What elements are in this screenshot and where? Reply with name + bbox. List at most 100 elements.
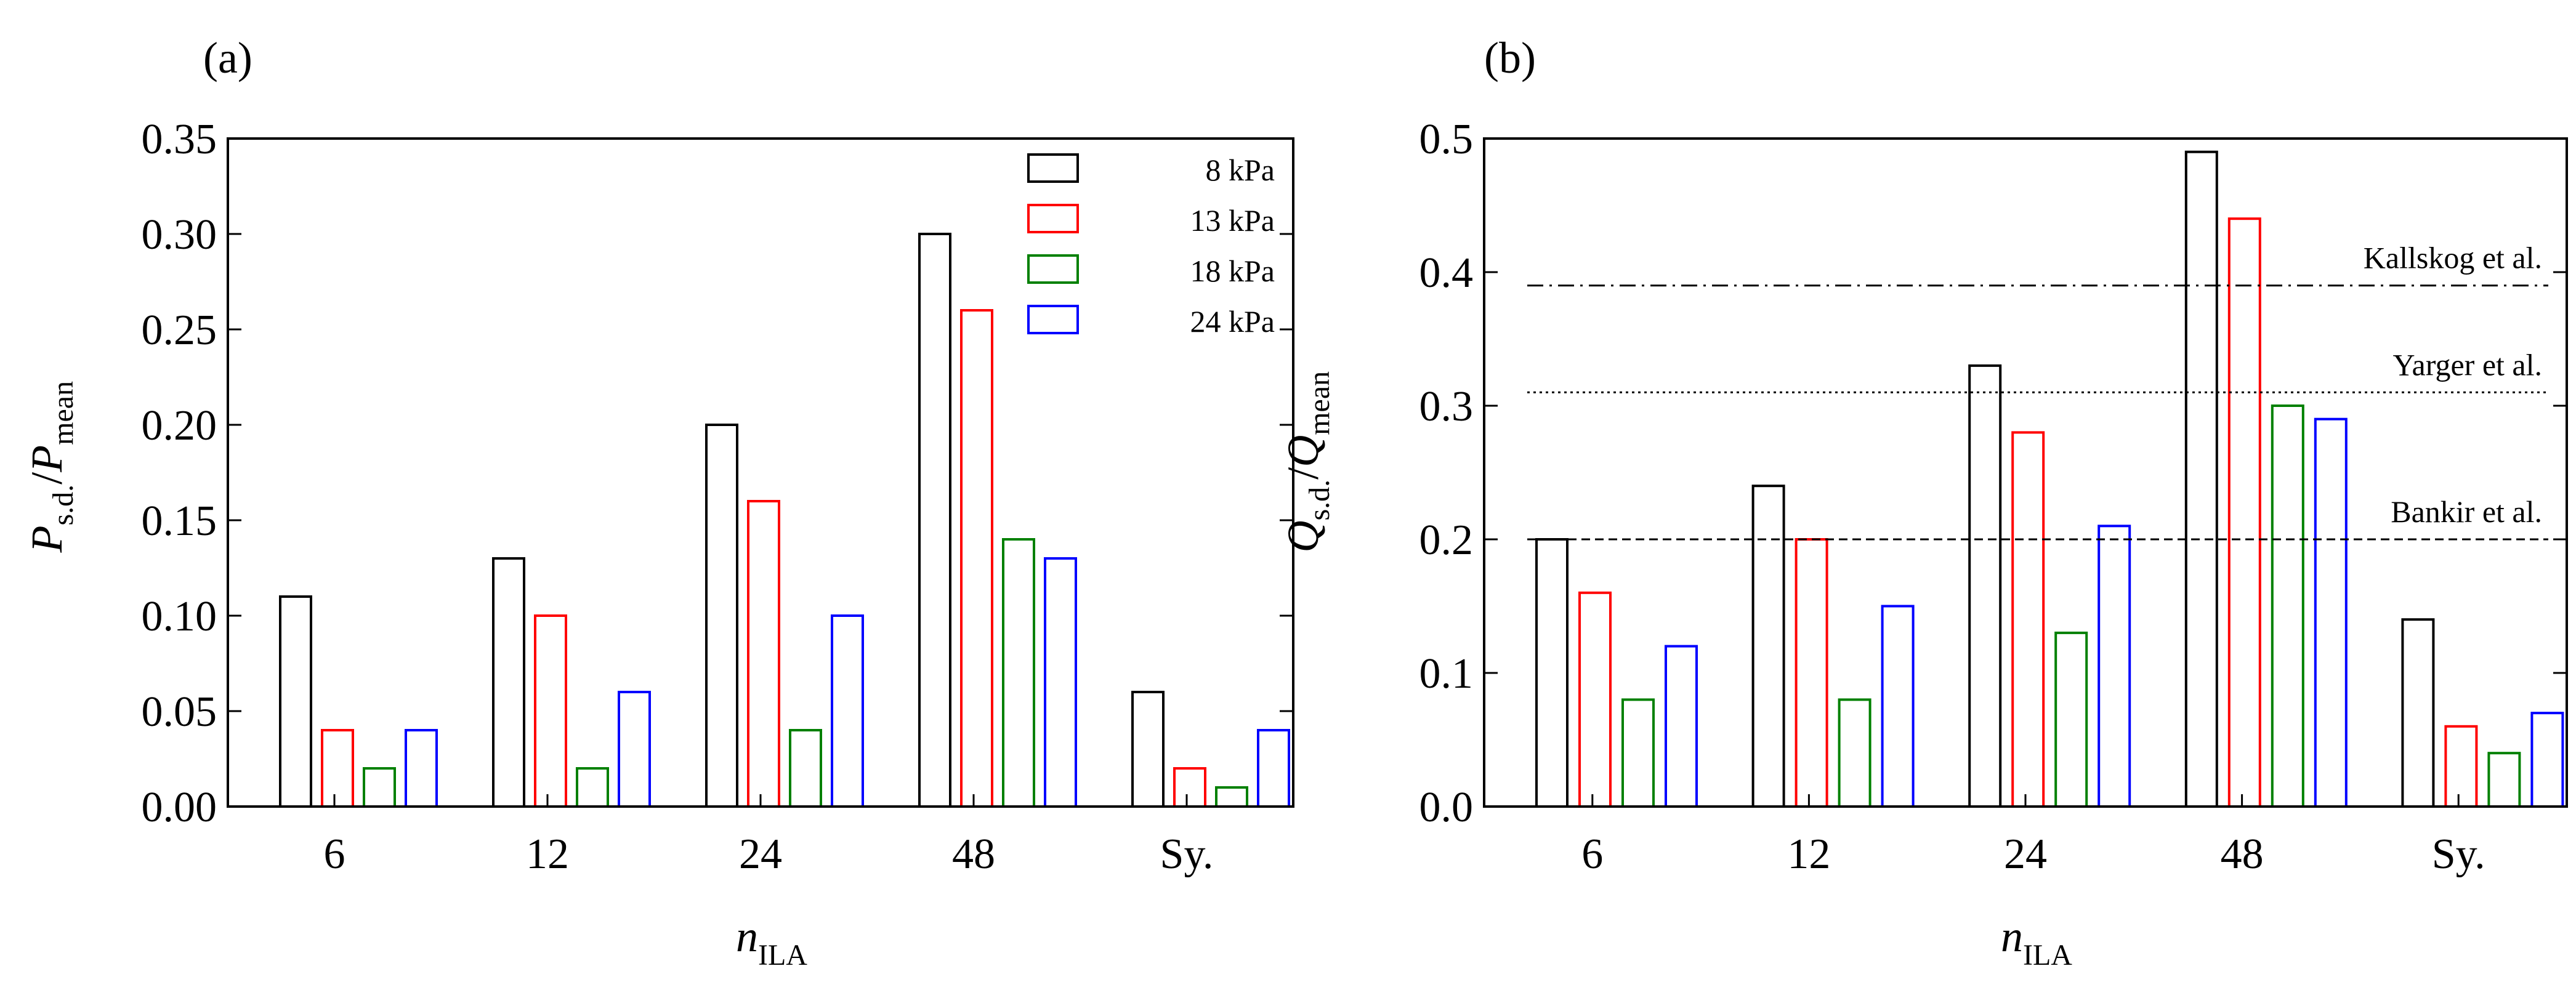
bar-18-kpa-48 bbox=[1002, 538, 1035, 808]
legend-label: 18 kPa bbox=[1190, 254, 1275, 288]
bar-24-kpa-6 bbox=[405, 729, 438, 808]
bar-18-kpa-24 bbox=[789, 729, 822, 808]
y-tick-label: 0.35 bbox=[142, 116, 217, 163]
bar-18-kpa-6 bbox=[363, 767, 396, 808]
bar-13-kpa-Sy bbox=[2444, 725, 2478, 808]
x-axis-title-sub: ILA bbox=[758, 939, 807, 972]
bar-13-kpa-6 bbox=[321, 729, 354, 808]
bar-8-kpa-6 bbox=[1535, 538, 1569, 808]
bar-13-kpa-12 bbox=[534, 614, 567, 808]
y-tick-label: 0.25 bbox=[142, 307, 217, 354]
x-tick-label: 48 bbox=[952, 831, 995, 878]
x-tick-label: 48 bbox=[2221, 831, 2264, 878]
bar-18-kpa-Sy bbox=[1215, 786, 1248, 808]
legend-label: 13 kPa bbox=[1190, 203, 1275, 238]
x-axis-title: nILA bbox=[2001, 912, 2072, 972]
legend-swatch bbox=[1027, 204, 1079, 233]
bar-13-kpa-24 bbox=[2011, 431, 2045, 808]
bar-24-kpa-12 bbox=[618, 691, 651, 808]
bar-13-kpa-Sy bbox=[1173, 767, 1206, 808]
y-tick-label: 0.1 bbox=[1419, 650, 1474, 698]
bar-24-kpa-24 bbox=[2098, 525, 2131, 808]
bar-8-kpa-6 bbox=[279, 595, 312, 808]
bar-18-kpa-48 bbox=[2271, 404, 2304, 808]
y-axis-title-sub: s.d. bbox=[1303, 480, 1336, 521]
y-axis-title: Ps.d./Pmean bbox=[22, 381, 79, 553]
reference-line-label: Kallskog et al. bbox=[2364, 241, 2542, 275]
y-axis-title-sep: / bbox=[22, 472, 71, 485]
bar-8-kpa-Sy bbox=[1131, 691, 1165, 808]
y-axis-title: Qs.d./Qmean bbox=[1278, 371, 1336, 553]
bar-8-kpa-Sy bbox=[2401, 618, 2435, 808]
y-tick-label: 0.0 bbox=[1419, 784, 1474, 831]
y-tick-label: 0.2 bbox=[1419, 517, 1474, 564]
y-axis-title-sub: s.d. bbox=[47, 485, 79, 526]
bar-8-kpa-24 bbox=[1968, 364, 2002, 808]
reference-line-label: Yarger et al. bbox=[2392, 347, 2542, 382]
y-tick-label: 0.20 bbox=[142, 402, 217, 449]
y-tick-label: 0.4 bbox=[1419, 249, 1474, 297]
x-tick-label: Sy. bbox=[1160, 831, 1214, 878]
y-axis-title-main: Q bbox=[1278, 521, 1328, 553]
bar-13-kpa-48 bbox=[2227, 217, 2261, 808]
legend-label: 24 kPa bbox=[1190, 304, 1275, 339]
bar-18-kpa-12 bbox=[576, 767, 609, 808]
plot-frame bbox=[227, 137, 1294, 808]
panel-label: (a) bbox=[203, 33, 252, 83]
y-tick-label: 0.00 bbox=[142, 784, 217, 831]
legend-swatch bbox=[1027, 153, 1079, 183]
bar-24-kpa-Sy bbox=[2530, 712, 2564, 808]
y-axis-title-sub2: mean bbox=[47, 381, 79, 445]
bar-24-kpa-48 bbox=[1044, 557, 1077, 808]
x-axis-title: nILA bbox=[736, 912, 807, 972]
y-axis-title-main: P bbox=[22, 526, 71, 553]
x-tick-label: 6 bbox=[1581, 831, 1603, 878]
bar-13-kpa-24 bbox=[747, 500, 780, 808]
bar-24-kpa-12 bbox=[1881, 605, 1915, 808]
y-tick-label: 0.15 bbox=[142, 497, 217, 545]
x-axis-title-main: n bbox=[2001, 912, 2023, 961]
y-axis-title-main2: P bbox=[22, 445, 71, 473]
x-tick-label: 6 bbox=[324, 831, 345, 878]
bar-8-kpa-12 bbox=[492, 557, 525, 808]
y-tick-label: 0.5 bbox=[1419, 116, 1474, 163]
y-tick-label: 0.05 bbox=[142, 688, 217, 736]
bar-8-kpa-12 bbox=[1751, 485, 1785, 808]
reference-line-label: Bankir et al. bbox=[2391, 494, 2542, 529]
x-axis-title-sub: ILA bbox=[2023, 939, 2072, 972]
x-tick-label: 24 bbox=[2004, 831, 2047, 878]
panel-b: (b) 0.0 0.1 0.2 0.3 0.4 0.5 6 12 24 48 Sy. Kallskog … bbox=[1278, 33, 2568, 972]
y-tick-label: 0.3 bbox=[1419, 383, 1474, 430]
y-axis-title-sep: / bbox=[1278, 467, 1328, 480]
legend-label: 8 kPa bbox=[1206, 153, 1275, 187]
bar-8-kpa-24 bbox=[705, 424, 738, 808]
x-tick-label: 12 bbox=[1787, 831, 1830, 878]
bar-24-kpa-Sy bbox=[1257, 729, 1290, 808]
panel-label: (b) bbox=[1484, 33, 1536, 83]
bar-8-kpa-48 bbox=[918, 233, 951, 808]
legend-swatch bbox=[1027, 305, 1079, 334]
legend-swatch bbox=[1027, 254, 1079, 284]
bar-24-kpa-6 bbox=[1665, 645, 1698, 808]
bar-8-kpa-48 bbox=[2184, 150, 2218, 808]
bar-18-kpa-24 bbox=[2054, 631, 2088, 808]
bar-18-kpa-6 bbox=[1621, 698, 1655, 808]
x-tick-label: 12 bbox=[526, 831, 569, 878]
bar-18-kpa-12 bbox=[1838, 698, 1871, 808]
bar-24-kpa-48 bbox=[2314, 417, 2348, 808]
y-axis-title-main2: Q bbox=[1278, 435, 1328, 467]
bar-13-kpa-6 bbox=[1578, 591, 1612, 808]
bar-24-kpa-24 bbox=[831, 614, 864, 808]
bar-13-kpa-48 bbox=[960, 309, 993, 808]
bar-18-kpa-Sy bbox=[2487, 752, 2521, 808]
x-tick-label: 24 bbox=[739, 831, 782, 878]
y-axis-title-sub2: mean bbox=[1303, 371, 1336, 435]
panel-a: (a) 0.00 0.05 0.10 0.15 0.20 0.25 0.30 0.35 6 12 24… bbox=[22, 33, 1294, 972]
y-tick-label: 0.30 bbox=[142, 211, 217, 259]
x-tick-label: Sy. bbox=[2432, 831, 2485, 878]
y-tick-label: 0.10 bbox=[142, 593, 217, 640]
bar-13-kpa-12 bbox=[1795, 538, 1828, 808]
plot-frame bbox=[1483, 137, 2568, 808]
x-axis-title-main: n bbox=[736, 912, 758, 961]
